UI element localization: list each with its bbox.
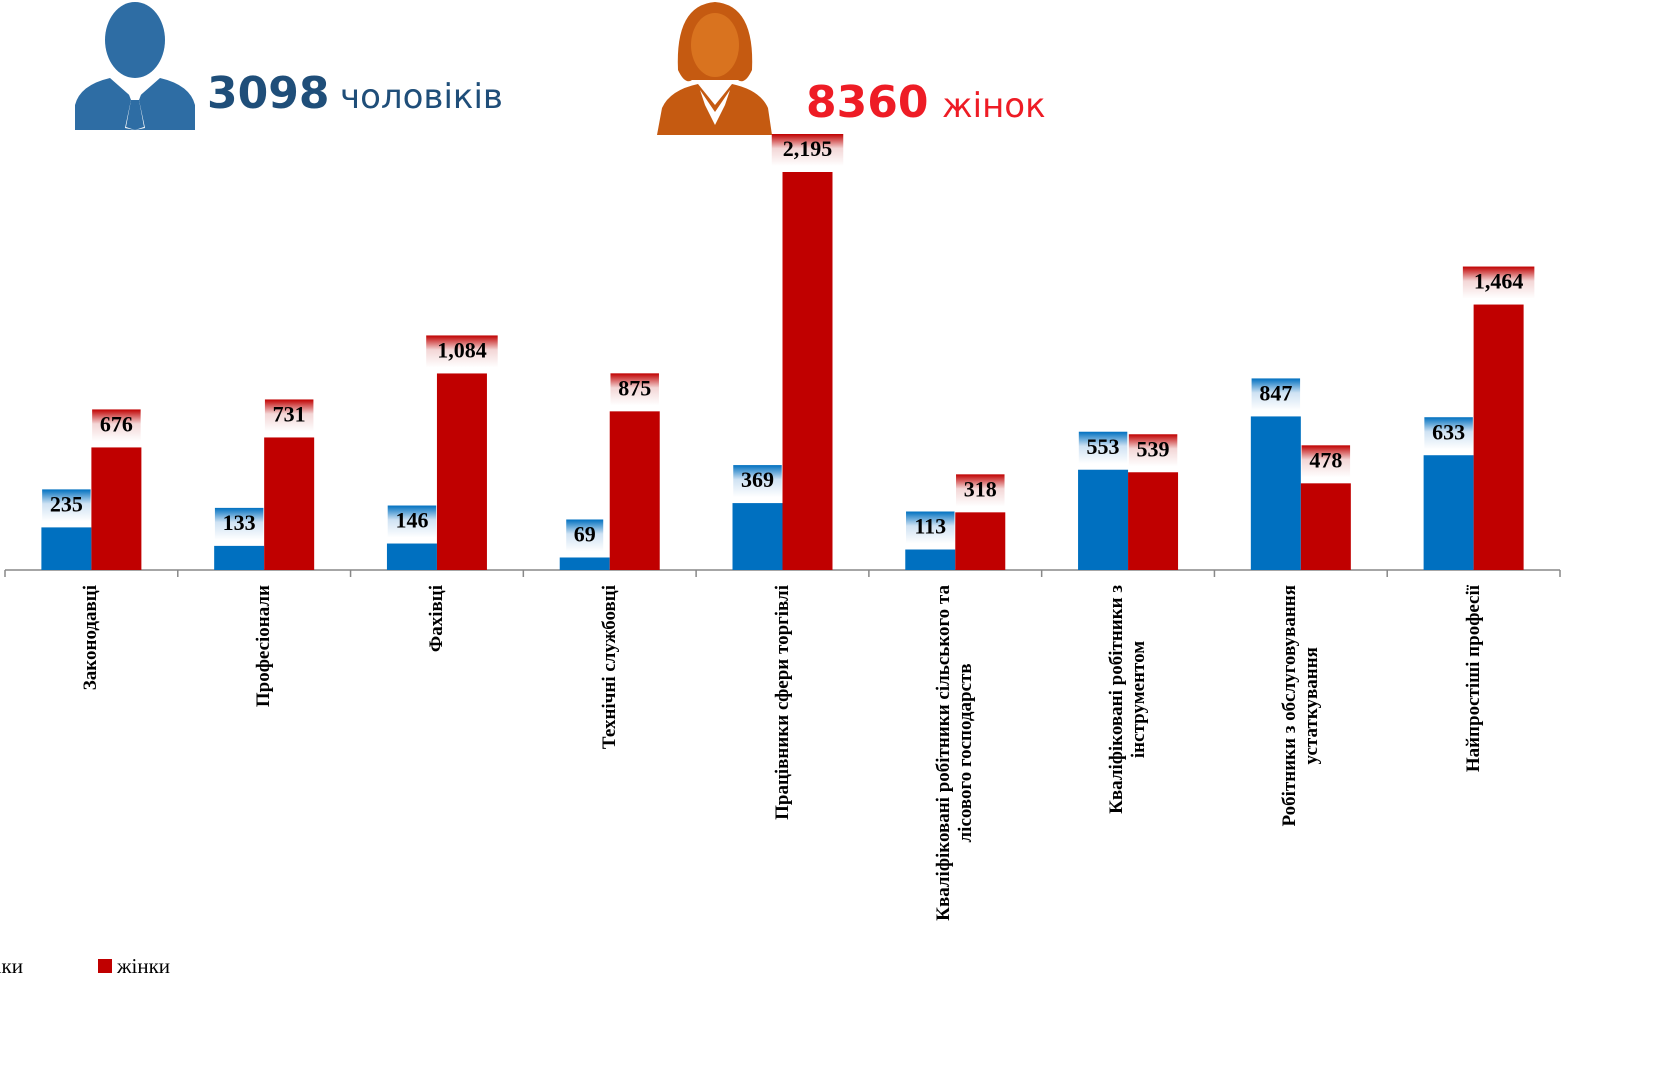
value-label: 113	[914, 514, 946, 539]
x-tick-label: Кваліфіковані робітники з інструментом	[1106, 585, 1150, 814]
value-label: 731	[273, 402, 306, 427]
value-label: 133	[223, 510, 256, 535]
value-label: 146	[395, 508, 428, 533]
x-tick-label: Працівники сфери торгівлі	[771, 585, 793, 820]
value-label-box	[264, 399, 314, 432]
value-label-box	[1424, 417, 1473, 450]
bar	[955, 512, 1006, 570]
bar	[1250, 416, 1301, 570]
women-total: 8360	[806, 77, 928, 128]
value-label: 539	[1137, 436, 1170, 461]
x-tick-label: Кваліфіковані робітники сільського та лі…	[933, 585, 977, 921]
value-label: 676	[100, 411, 133, 436]
bar	[782, 172, 833, 570]
bar	[436, 373, 487, 570]
bar	[41, 527, 92, 570]
value-label: 235	[50, 491, 83, 516]
value-label: 847	[1259, 380, 1292, 405]
man-icon	[75, 2, 195, 130]
value-label-box	[387, 505, 437, 538]
x-tick-label: Найпростіші професії	[1462, 585, 1484, 773]
woman-icon	[657, 2, 772, 135]
value-label: 478	[1309, 447, 1342, 472]
value-label-box	[906, 511, 955, 544]
value-label: 1,464	[1474, 269, 1524, 294]
bar	[1128, 472, 1179, 570]
bar	[1300, 483, 1351, 570]
value-label-box	[42, 489, 91, 522]
men-label: чоловіків	[340, 77, 503, 117]
value-label-box	[1251, 378, 1301, 411]
value-label: 875	[618, 375, 651, 400]
bar	[1473, 304, 1524, 570]
value-label-box	[214, 507, 264, 540]
bar	[559, 557, 610, 570]
value-label: 69	[574, 522, 596, 547]
value-label: 633	[1432, 419, 1465, 444]
men-total: 3098	[207, 68, 329, 119]
value-label-box	[1462, 266, 1535, 299]
bar	[264, 437, 315, 570]
bar	[214, 545, 265, 570]
bar	[732, 503, 783, 570]
bar	[1423, 455, 1474, 570]
value-label-box	[1301, 445, 1351, 478]
value-label-box	[1078, 431, 1128, 464]
value-label-box	[92, 409, 141, 442]
value-label-box	[426, 335, 498, 368]
value-label-box	[1128, 434, 1178, 467]
bar	[1078, 469, 1129, 570]
bar	[386, 543, 437, 570]
x-tick-label: Робітники з обслуговування устаткування	[1278, 585, 1322, 827]
value-label-box	[733, 465, 782, 498]
value-label-box	[956, 474, 1005, 507]
x-tick-label: Професіонали	[253, 585, 275, 708]
value-label: 1,084	[437, 337, 487, 362]
x-tick-label: Технічні службовці	[598, 585, 620, 750]
women-label: жінок	[942, 86, 1046, 126]
bar	[91, 447, 142, 570]
x-tick-label: Фахівці	[425, 585, 447, 653]
legend-swatch	[98, 959, 112, 973]
legend-label: чоловіки	[0, 954, 23, 978]
value-label-box	[610, 373, 659, 406]
value-label: 369	[741, 467, 774, 492]
value-label: 553	[1087, 434, 1120, 459]
value-label: 318	[964, 476, 997, 501]
legend-label: жінки	[116, 954, 170, 978]
bar	[905, 549, 956, 570]
x-tick-label: Законодавці	[80, 585, 102, 691]
value-label-box	[771, 134, 844, 166]
value-label-box	[566, 519, 604, 552]
value-label: 2,195	[783, 136, 833, 161]
bar	[609, 411, 660, 570]
